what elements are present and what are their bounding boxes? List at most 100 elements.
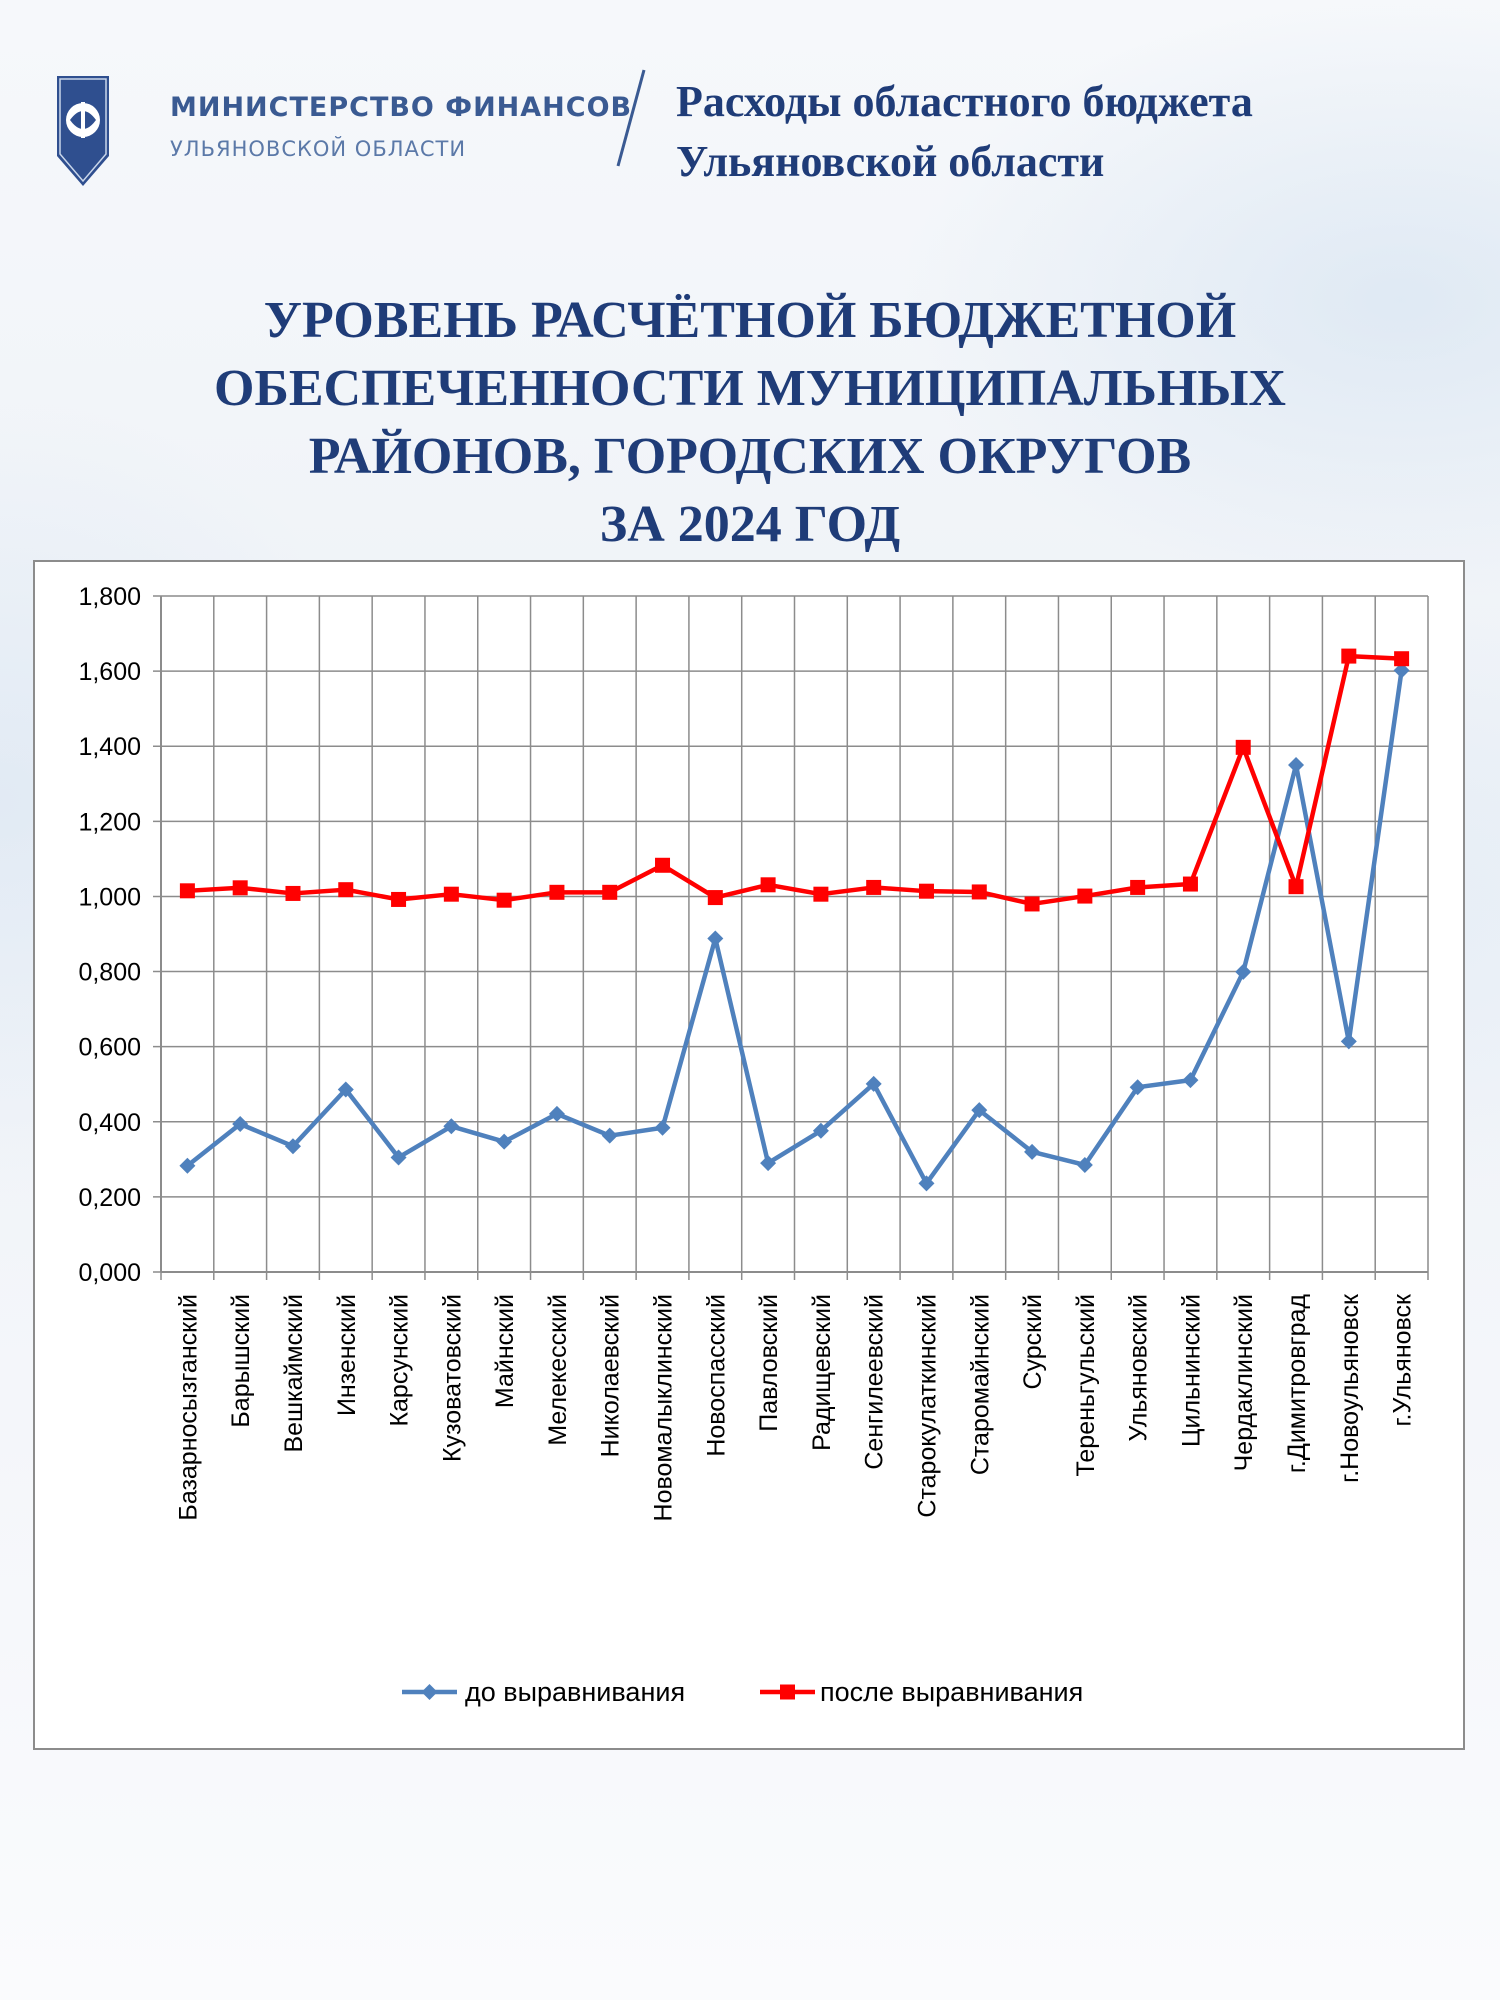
data-point-before — [443, 1118, 460, 1135]
ministry-region: УЛЬЯНОВСКОЙ ОБЛАСТИ — [170, 137, 467, 161]
data-point-before — [971, 1102, 988, 1119]
y-tick-label: 0,200 — [78, 1184, 141, 1212]
data-point-before — [179, 1157, 196, 1174]
header-divider — [616, 69, 646, 167]
data-point-before — [1288, 757, 1305, 773]
data-point-before — [232, 1116, 249, 1133]
data-point-after — [1077, 888, 1093, 904]
series-line-after — [187, 653, 1402, 907]
x-tick-label: Майнский — [491, 1294, 519, 1408]
data-point-before — [760, 1155, 777, 1172]
y-tick-label: 1,400 — [78, 733, 141, 761]
data-point-before — [1235, 963, 1252, 980]
x-tick-label: Радищевский — [808, 1294, 836, 1451]
page-title-line2: ОБЕСПЕЧЕННОСТИ МУНИЦИПАЛЬНЫХ — [214, 360, 1286, 417]
y-tick-label: 1,000 — [78, 883, 141, 911]
x-tick-label: Тереньгульский — [1072, 1294, 1100, 1476]
data-point-after — [1288, 879, 1304, 895]
data-point-after — [1130, 879, 1146, 895]
data-point-after — [443, 886, 459, 902]
budget-title: Расходы областного бюджета Ульяновской о… — [676, 72, 1253, 192]
data-point-before — [865, 1075, 882, 1092]
x-tick-label: Новомалыклинский — [650, 1294, 678, 1521]
x-tick-label: Базарносызганский — [174, 1294, 202, 1521]
data-point-after — [707, 890, 723, 906]
x-tick-label: Новоспасский — [702, 1294, 730, 1457]
data-point-before — [812, 1122, 829, 1139]
y-tick-label: 0,400 — [78, 1109, 141, 1137]
x-tick-label: Инзенский — [333, 1294, 361, 1416]
data-point-before — [1393, 662, 1410, 679]
y-tick-label: 1,200 — [78, 808, 141, 836]
x-tick-label: г.Димитровград — [1283, 1294, 1311, 1474]
page-title-line3: РАЙОНОВ, ГОРОДСКИХ ОКРУГОВ — [308, 428, 1192, 485]
data-point-before — [548, 1105, 565, 1122]
page-title: УРОВЕНЬ РАСЧЁТНОЙ БЮДЖЕТНОЙ ОБЕСПЕЧЕННОС… — [100, 287, 1400, 559]
y-tick-label: 0,600 — [78, 1034, 141, 1062]
budget-title-line1: Расходы областного бюджета — [676, 77, 1253, 126]
data-point-after — [1024, 896, 1040, 912]
series-line-before — [186, 670, 1404, 1186]
legend-label-after: после выравнивания — [820, 1677, 1083, 1707]
page-title-line1: УРОВЕНЬ РАСЧЁТНОЙ БЮДЖЕТНОЙ — [263, 292, 1237, 349]
data-point-after — [391, 891, 407, 907]
data-point-after — [1182, 876, 1198, 892]
data-point-before — [707, 930, 724, 947]
x-tick-label: Кузоватовский — [438, 1294, 466, 1462]
data-point-after — [866, 879, 882, 895]
ministry-name: МИНИСТЕРСТВО ФИНАНСОВ — [170, 92, 633, 123]
data-point-after — [1235, 739, 1251, 755]
x-tick-label: Вешкаймский — [280, 1294, 308, 1453]
data-point-before — [654, 1119, 671, 1136]
chart-container: 0,000 0,200 0,400 0,600 0,800 1,000 1,200 1,400… — [33, 560, 1465, 1750]
data-point-before — [1340, 1033, 1357, 1050]
x-tick-label: Ульяновский — [1125, 1294, 1153, 1441]
y-tick-label: 1,600 — [78, 658, 141, 686]
data-point-before — [1076, 1156, 1093, 1173]
data-point-after — [549, 884, 565, 900]
data-point-after — [602, 884, 618, 900]
data-point-before — [1182, 1072, 1199, 1089]
data-point-after — [760, 877, 776, 893]
data-point-before — [390, 1149, 407, 1166]
legend-label-before: до выравнивания — [465, 1677, 685, 1707]
x-tick-label: Старомайнский — [966, 1294, 994, 1475]
x-tick-label: Мелекесский — [544, 1294, 572, 1446]
data-point-after — [971, 884, 987, 900]
x-tick-label: Николаевский — [597, 1294, 625, 1457]
data-point-before — [337, 1081, 354, 1098]
x-tick-label: г.Новоульяновск — [1336, 1293, 1364, 1483]
data-point-after — [285, 885, 301, 901]
data-point-before — [1129, 1079, 1146, 1096]
y-tick-label: 0,000 — [78, 1259, 141, 1287]
data-point-after — [655, 857, 671, 873]
x-tick-label: Цильнинский — [1177, 1294, 1205, 1447]
data-point-before — [1024, 1143, 1041, 1160]
data-point-after — [338, 882, 354, 898]
data-point-before — [601, 1127, 618, 1144]
line-chart: 0,000 0,200 0,400 0,600 0,800 1,000 1,200 1,400… — [78, 583, 1429, 1707]
data-point-after — [1341, 648, 1357, 664]
data-point-after — [496, 892, 512, 908]
legend-marker-before — [421, 1684, 438, 1700]
legend-marker-after — [780, 1684, 795, 1700]
x-tick-label: Старокулаткинский — [913, 1294, 941, 1518]
ministry-emblem-icon — [57, 76, 109, 186]
data-point-after — [918, 883, 934, 899]
x-tick-label: Чердаклинский — [1230, 1294, 1258, 1471]
x-tick-label: Сурский — [1019, 1294, 1047, 1390]
page-title-line4: ЗА 2024 ГОД — [599, 496, 901, 553]
x-tick-label: Павловский — [755, 1294, 783, 1432]
data-point-after — [232, 880, 248, 896]
data-point-after — [813, 886, 829, 902]
y-tick-label: 1,800 — [78, 583, 141, 611]
header: МИНИСТЕРСТВО ФИНАНСОВ УЛЬЯНОВСКОЙ ОБЛАСТ… — [0, 0, 1500, 200]
y-tick-label: 0,800 — [78, 959, 141, 987]
data-point-after — [1394, 651, 1410, 667]
x-tick-label: г.Ульяновск — [1389, 1293, 1417, 1427]
x-tick-label: Карсунский — [386, 1294, 414, 1427]
data-point-before — [496, 1133, 513, 1150]
x-tick-label: Сенгилеевский — [861, 1294, 889, 1470]
data-point-before — [918, 1175, 935, 1192]
data-point-before — [284, 1138, 301, 1155]
